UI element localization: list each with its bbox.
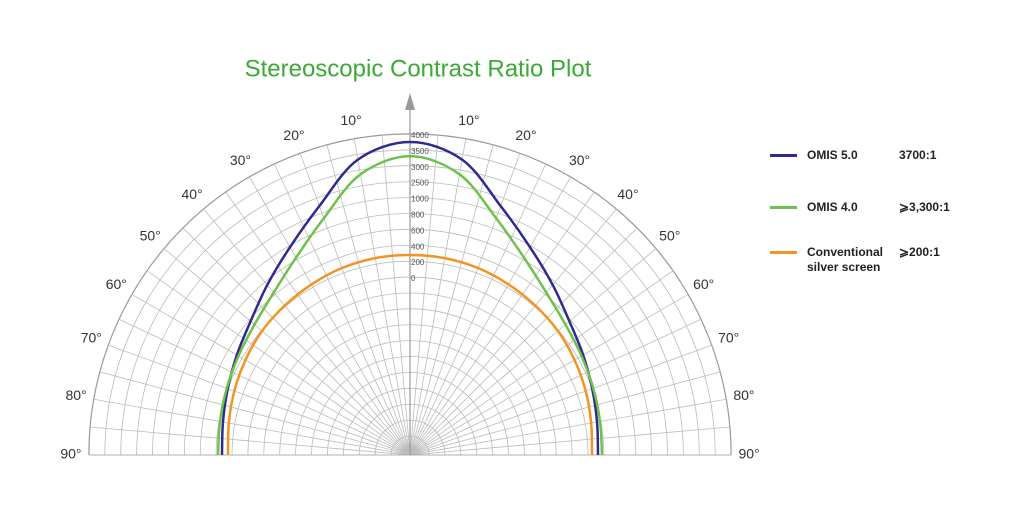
plot: [216, 140, 604, 456]
spoke: [381, 135, 411, 456]
legend-swatch: [770, 154, 797, 157]
theta-label: 50°: [140, 228, 161, 244]
r-tick-label: 800: [411, 211, 425, 220]
spoke: [409, 294, 689, 456]
theta-label: 70°: [81, 330, 102, 346]
legend-label: OMIS 5.0: [807, 148, 858, 162]
spoke: [409, 176, 571, 456]
spoke: [93, 398, 411, 456]
spoke: [409, 138, 467, 456]
r-tick-label: 0: [411, 274, 416, 283]
theta-label: 90°: [60, 446, 81, 462]
r-tick-label: 1000: [411, 195, 429, 204]
spoke: [203, 208, 411, 456]
r-tick-label: 4000: [411, 131, 429, 140]
spoke: [118, 318, 411, 456]
legend-label: Conventional silver screen: [807, 245, 884, 274]
spoke: [409, 318, 702, 456]
spoke: [182, 227, 411, 456]
spoke: [163, 248, 411, 456]
legend-ratio: ⩾3,300:1: [899, 200, 950, 214]
theta-label: 70°: [718, 330, 739, 346]
grid: 90° 80° 70° 60° 50° 40° 30° 20° 10° 10° 20° 30° 40° 5…: [60, 93, 760, 462]
theta-label: 30°: [569, 152, 590, 168]
theta-label: 30°: [230, 152, 251, 168]
spoke: [299, 153, 411, 456]
spoke: [409, 270, 674, 456]
legend-swatch: [770, 251, 797, 254]
theta-label: 20°: [515, 127, 536, 143]
spoke: [353, 138, 411, 456]
theta-label: 50°: [659, 228, 680, 244]
r-tick-label: 2500: [411, 179, 429, 188]
legend-item: OMIS 5.0 3700:1: [770, 148, 936, 163]
spoke: [225, 191, 411, 456]
spoke: [409, 248, 657, 456]
spoke: [409, 163, 547, 456]
spoke: [409, 227, 638, 456]
theta-label: 90°: [739, 446, 760, 462]
theta-label: 80°: [733, 387, 754, 403]
axis-arrow: [405, 93, 415, 110]
theta-label: 40°: [181, 186, 202, 202]
theta-label: 10°: [341, 112, 362, 128]
legend-ratio: 3700:1: [899, 148, 937, 162]
theta-label: 60°: [106, 276, 127, 292]
theta-label: 20°: [283, 127, 304, 143]
legend-ratio: ⩾200:1: [899, 245, 940, 259]
legend-item: OMIS 4.0 ⩾3,300:1: [770, 200, 950, 215]
spoke: [249, 176, 411, 456]
spoke: [409, 153, 521, 456]
spoke: [409, 398, 727, 456]
spoke: [409, 426, 730, 456]
theta-label: 80°: [65, 387, 86, 403]
spoke: [90, 426, 411, 456]
r-tick-label: 3000: [411, 163, 429, 172]
r-tick-label: 200: [411, 258, 425, 267]
spoke: [99, 371, 411, 456]
r-tick-label: 3500: [411, 147, 429, 156]
spoke: [409, 344, 712, 456]
chart-title: Stereoscopic Contrast Ratio Plot: [245, 55, 592, 82]
legend-item: Conventional silver screen ⩾200:1: [770, 245, 940, 275]
legend-swatch: [770, 206, 797, 209]
spoke: [409, 371, 721, 456]
spoke: [409, 191, 595, 456]
spoke: [409, 144, 494, 456]
r-tick-label: 600: [411, 226, 425, 235]
spoke: [108, 344, 411, 456]
spoke: [409, 208, 617, 456]
theta-label: 10°: [458, 112, 479, 128]
series-line: [220, 140, 600, 456]
spoke: [409, 135, 439, 456]
theta-label: 40°: [617, 186, 638, 202]
legend-label: OMIS 4.0: [807, 200, 858, 214]
theta-label: 60°: [693, 276, 714, 292]
spoke: [273, 163, 411, 456]
spoke: [146, 270, 411, 456]
spoke: [131, 294, 411, 456]
spoke: [326, 144, 411, 456]
series-line: [216, 154, 604, 456]
r-tick-label: 400: [411, 242, 425, 251]
series-line: [226, 253, 594, 456]
